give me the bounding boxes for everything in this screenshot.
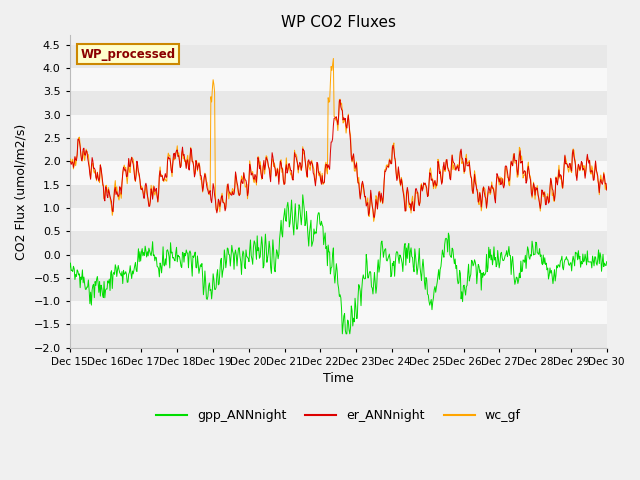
Title: WP CO2 Fluxes: WP CO2 Fluxes bbox=[281, 15, 396, 30]
wc_gf bbox=[132, 178, 140, 183]
wc_gf bbox=[109, 219, 117, 225]
Bar bbox=[70, 278, 607, 301]
gpp_ANNnight bbox=[342, 331, 349, 336]
gpp_ANNnight bbox=[76, 276, 83, 281]
wc_gf bbox=[405, 200, 413, 205]
er_ANNnight bbox=[335, 96, 343, 101]
Bar bbox=[70, 68, 607, 91]
X-axis label: Time: Time bbox=[323, 372, 354, 385]
Bar bbox=[70, 138, 607, 161]
gpp_ANNnight bbox=[131, 265, 138, 271]
gpp_ANNnight bbox=[214, 278, 221, 284]
Bar bbox=[70, 45, 607, 68]
Y-axis label: CO2 Flux (umol/m2/s): CO2 Flux (umol/m2/s) bbox=[15, 123, 28, 260]
er_ANNnight bbox=[420, 177, 428, 183]
wc_gf bbox=[603, 186, 611, 192]
Bar bbox=[70, 185, 607, 208]
Bar bbox=[70, 161, 607, 185]
Bar bbox=[70, 231, 607, 254]
Bar bbox=[70, 115, 607, 138]
Line: wc_gf: wc_gf bbox=[70, 60, 607, 222]
Bar bbox=[70, 301, 607, 324]
gpp_ANNnight bbox=[66, 257, 74, 263]
wc_gf bbox=[330, 57, 337, 62]
er_ANNnight bbox=[405, 197, 413, 203]
Bar bbox=[70, 254, 607, 278]
wc_gf bbox=[186, 152, 194, 157]
gpp_ANNnight bbox=[186, 259, 193, 264]
Legend: gpp_ANNnight, er_ANNnight, wc_gf: gpp_ANNnight, er_ANNnight, wc_gf bbox=[150, 404, 526, 427]
wc_gf bbox=[420, 178, 428, 184]
er_ANNnight bbox=[131, 174, 138, 180]
Bar bbox=[70, 324, 607, 348]
er_ANNnight bbox=[603, 184, 611, 190]
er_ANNnight bbox=[214, 204, 221, 209]
gpp_ANNnight bbox=[405, 251, 413, 256]
er_ANNnight bbox=[76, 140, 83, 146]
Bar bbox=[70, 91, 607, 115]
wc_gf bbox=[76, 144, 83, 149]
gpp_ANNnight bbox=[420, 294, 428, 300]
Line: er_ANNnight: er_ANNnight bbox=[70, 98, 607, 217]
wc_gf bbox=[66, 157, 74, 163]
er_ANNnight bbox=[66, 157, 74, 163]
gpp_ANNnight bbox=[314, 194, 321, 200]
er_ANNnight bbox=[186, 166, 193, 171]
wc_gf bbox=[214, 198, 222, 204]
er_ANNnight bbox=[370, 215, 378, 220]
gpp_ANNnight bbox=[603, 247, 611, 253]
Bar bbox=[70, 208, 607, 231]
Line: gpp_ANNnight: gpp_ANNnight bbox=[70, 197, 607, 334]
Text: WP_processed: WP_processed bbox=[81, 48, 175, 61]
